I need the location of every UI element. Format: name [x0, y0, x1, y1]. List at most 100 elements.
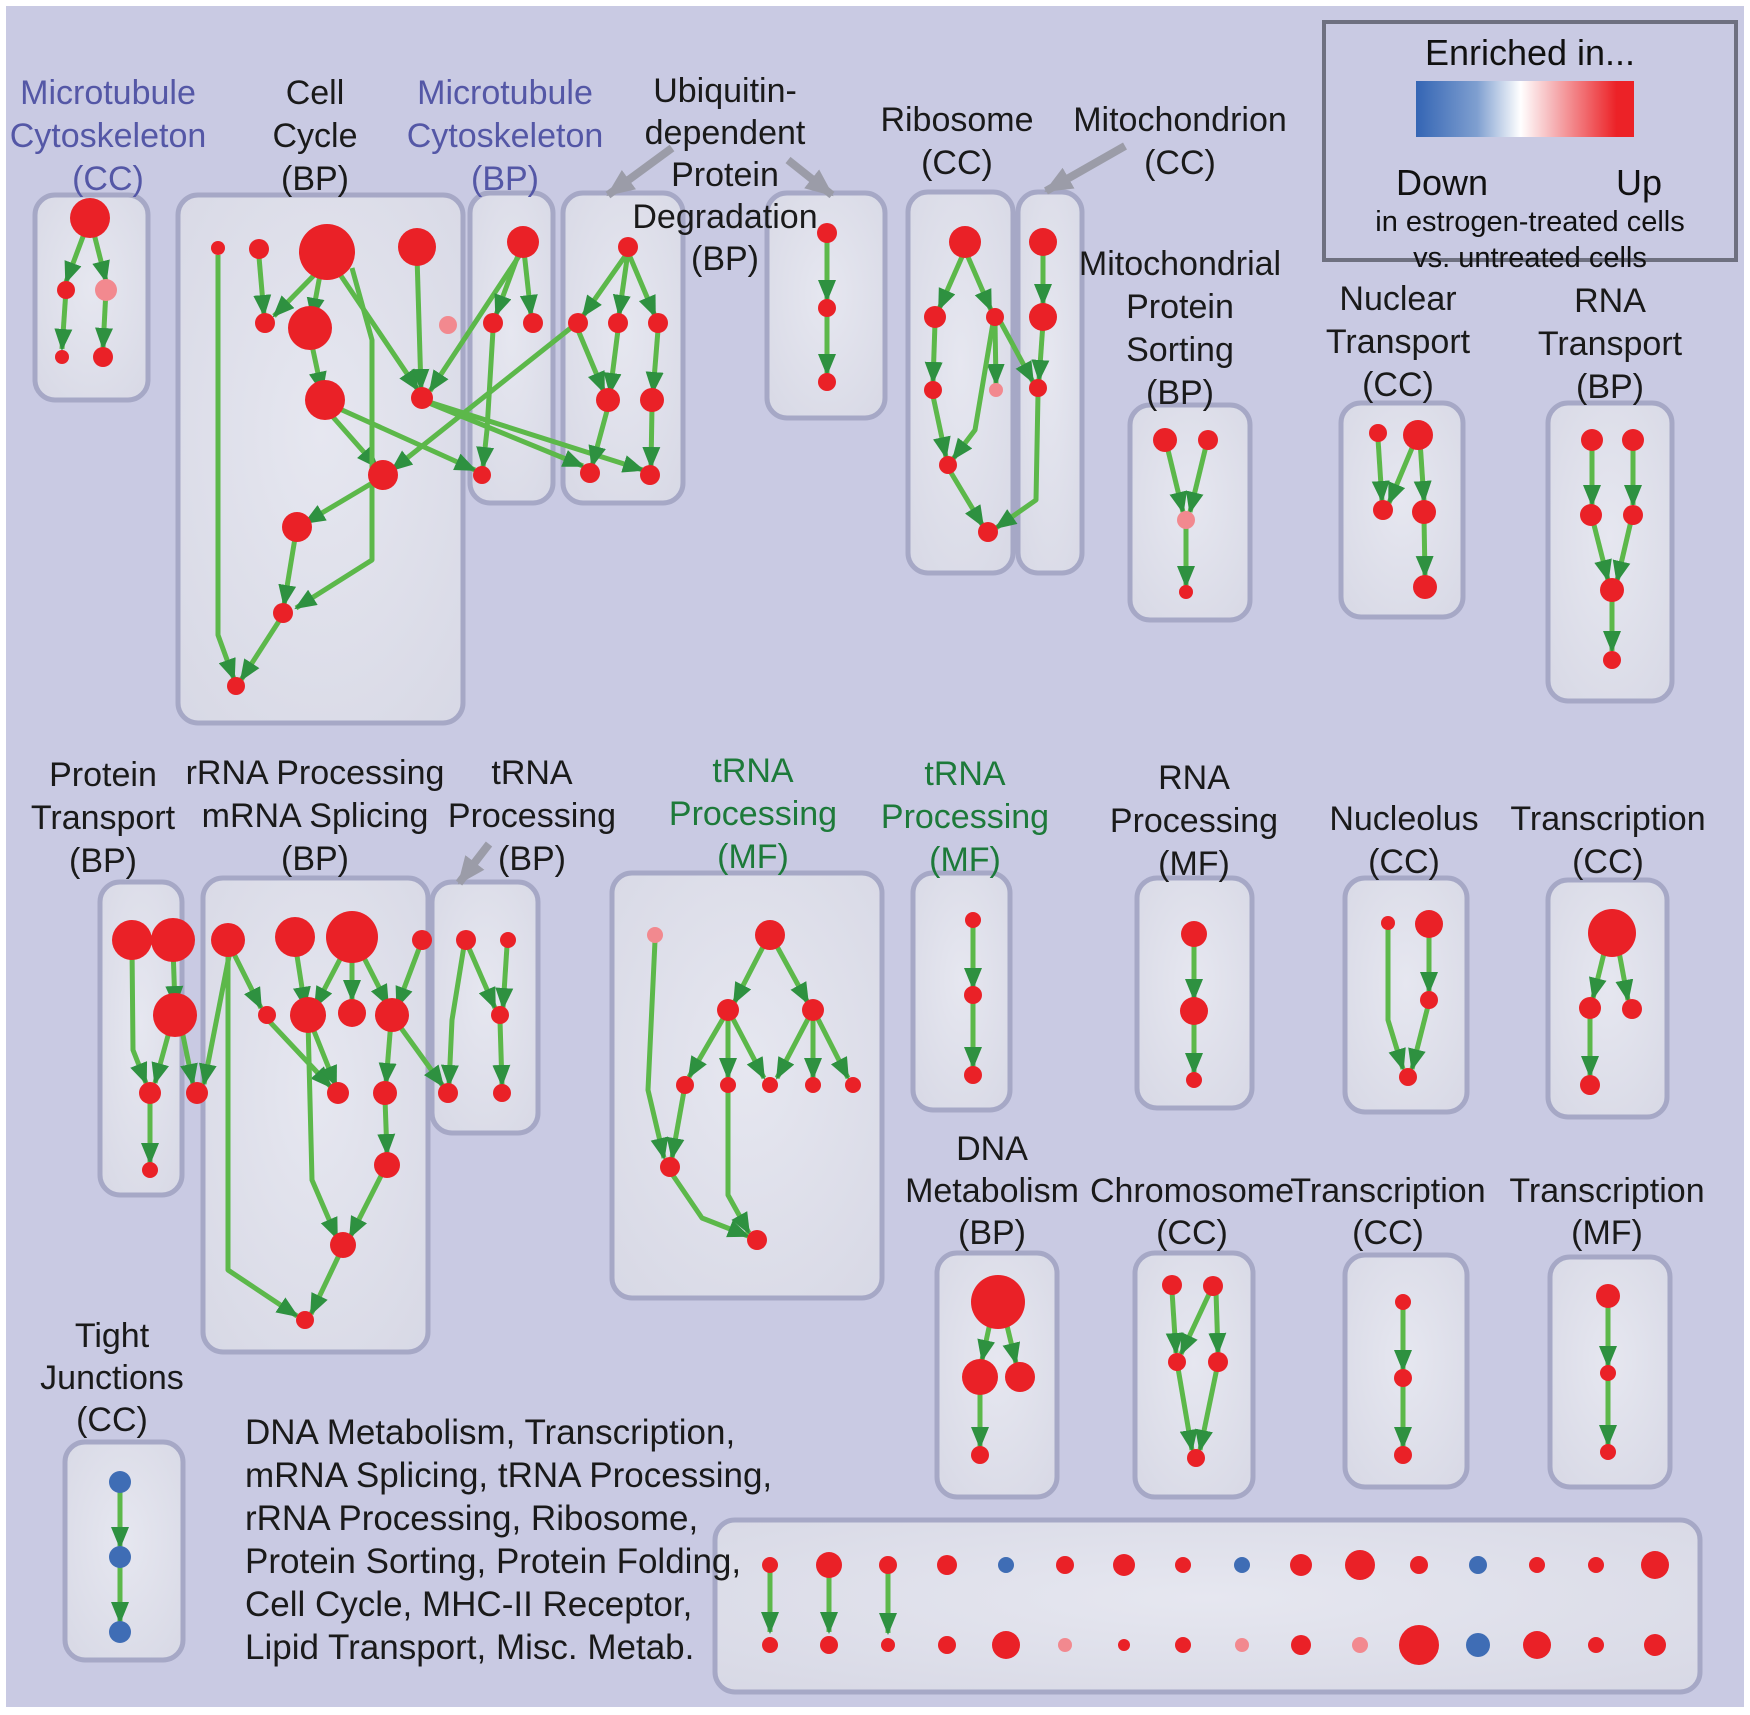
go-term-node: [608, 313, 628, 333]
category-label: Cycle: [272, 117, 357, 155]
go-term-node: [820, 1636, 838, 1654]
relation-edge: [951, 322, 996, 461]
relation-edge: [427, 248, 526, 393]
category-box: [467, 190, 556, 506]
category-label: Ubiquitin-: [653, 72, 797, 110]
go-term-node: [1469, 1556, 1487, 1574]
go-term-node: [580, 463, 600, 483]
category-label: tRNA: [712, 752, 794, 790]
go-term-node: [1179, 585, 1193, 599]
go-term-node: [818, 299, 836, 317]
go-term-node: [109, 1621, 131, 1643]
go-term-node: [640, 388, 664, 412]
go-term-node: [1235, 1638, 1249, 1652]
category-label: Cytoskeleton: [10, 117, 207, 155]
go-term-node: [978, 522, 998, 542]
category-label: (BP): [69, 842, 137, 880]
go-term-node: [1395, 1294, 1411, 1310]
go-term-node: [373, 1081, 397, 1105]
relation-edge: [428, 400, 585, 469]
go-term-node: [1005, 1362, 1035, 1392]
category-label: (MF): [717, 838, 789, 876]
relation-edge: [725, 1091, 752, 1235]
go-term-node: [755, 920, 785, 950]
relation-edge: [645, 940, 669, 1160]
go-term-node: [1415, 910, 1443, 938]
go-term-node: [326, 911, 378, 963]
relation-edge: [1208, 1291, 1227, 1355]
relation-edge: [225, 946, 299, 1319]
relation-edge: [278, 531, 299, 607]
relation-edge: [729, 1015, 767, 1080]
relation-edge: [936, 248, 968, 311]
go-term-node: [288, 306, 332, 350]
relation-edge: [465, 945, 498, 1010]
go-term-node: [1162, 1275, 1182, 1295]
go-term-node: [1381, 916, 1395, 930]
go-term-node: [971, 1275, 1025, 1329]
go-term-node: [640, 465, 660, 485]
go-term-node: [937, 1555, 957, 1575]
category-box: [1342, 875, 1470, 1115]
relation-edge: [625, 251, 658, 318]
go-term-node: [438, 1083, 458, 1103]
relation-edge: [642, 406, 661, 469]
go-term-node: [282, 512, 312, 542]
relation-edge: [1385, 929, 1406, 1071]
category-label: Cytoskeleton: [407, 117, 604, 155]
go-term-node: [816, 1552, 842, 1578]
category-label: (CC): [1156, 1214, 1228, 1252]
go-term-node: [1622, 429, 1644, 451]
callout-arrow: [1044, 142, 1127, 195]
go-term-node: [1345, 1550, 1375, 1580]
go-term-node: [1399, 1068, 1417, 1086]
note-block-line: Cell Cycle, MHC-II Receptor,: [245, 1585, 692, 1624]
go-term-node: [153, 993, 197, 1037]
category-label: DNA: [956, 1130, 1028, 1168]
relation-edge: [612, 251, 631, 317]
relation-edge: [994, 393, 1041, 531]
relation-edge: [1175, 1367, 1198, 1452]
go-term-node: [491, 1006, 509, 1024]
category-label: Microtubule: [417, 74, 593, 112]
category-label: rRNA Processing: [186, 754, 445, 792]
category-box: [910, 870, 1013, 1113]
relation-edge: [227, 944, 264, 1010]
go-term-node: [717, 999, 739, 1021]
go-term-node: [1394, 1446, 1412, 1464]
go-term-node: [879, 1556, 897, 1574]
go-term-node: [1466, 1633, 1490, 1657]
go-term-node: [1399, 1625, 1439, 1665]
go-term-node: [1622, 999, 1642, 1019]
relation-edge: [962, 249, 994, 312]
go-term-node: [1580, 1075, 1600, 1095]
go-term-node: [523, 313, 543, 333]
go-term-node: [139, 1082, 161, 1104]
relation-edge: [294, 267, 375, 611]
go-term-node: [95, 279, 117, 301]
category-label: mRNA Splicing: [202, 797, 429, 835]
go-term-node: [1523, 1631, 1551, 1659]
go-term-node: [1175, 1557, 1191, 1573]
go-term-node: [112, 920, 152, 960]
category-label: Transcription: [1509, 1172, 1704, 1210]
go-term-node: [1579, 997, 1601, 1019]
relation-edge: [924, 322, 943, 384]
category-label: Protein: [49, 756, 157, 794]
category-label: (BP): [498, 840, 566, 878]
go-term-node: [1203, 1276, 1223, 1296]
go-term-node: [1529, 1557, 1545, 1573]
category-label: tRNA: [491, 754, 573, 792]
relation-edge: [731, 939, 769, 1005]
relation-edge: [329, 402, 477, 473]
go-term-node: [1403, 420, 1433, 450]
go-term-node: [805, 1077, 821, 1093]
relation-edge: [199, 945, 234, 1086]
go-term-node: [338, 999, 366, 1027]
category-label: Transport: [31, 799, 176, 837]
relation-edge: [440, 945, 467, 1087]
relation-edge: [814, 1015, 851, 1080]
note-block-line: rRNA Processing, Ribosome,: [245, 1499, 698, 1538]
relation-edge: [997, 319, 1036, 384]
go-term-node: [1588, 1637, 1604, 1653]
